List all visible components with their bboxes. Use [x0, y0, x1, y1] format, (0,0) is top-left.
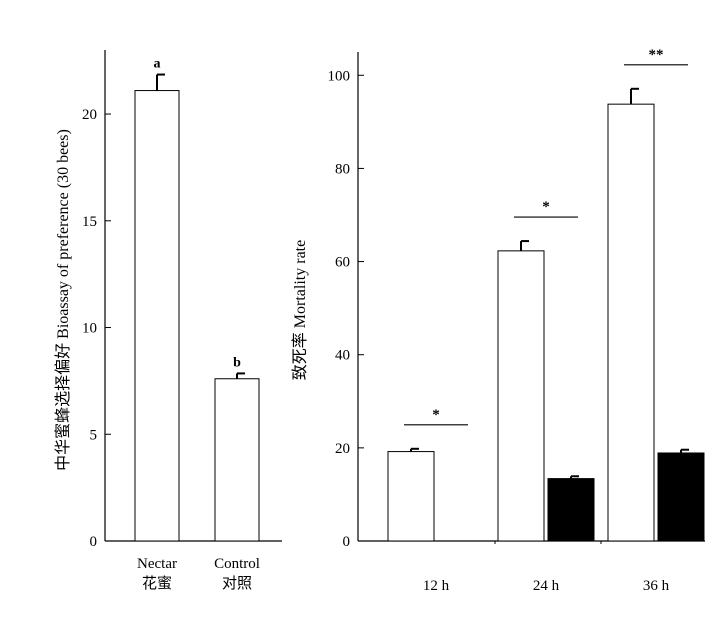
- significance-letter: b: [233, 355, 241, 370]
- y-tick-label: 15: [82, 214, 97, 230]
- y-tick-label: 20: [82, 107, 97, 123]
- bar: [657, 452, 705, 542]
- significance-marker: **: [649, 47, 664, 63]
- bar: [387, 451, 435, 542]
- category-label: 36 h: [643, 578, 670, 594]
- bar: [547, 478, 595, 542]
- y-tick-label: 20: [335, 441, 350, 457]
- y-tick-label: 60: [335, 255, 350, 271]
- significance-marker: *: [542, 199, 550, 215]
- bar: [497, 250, 545, 542]
- y-tick-label: 40: [335, 348, 350, 364]
- category-label: 24 h: [533, 578, 560, 594]
- y-tick-label: 10: [82, 321, 97, 337]
- y-tick-label: 80: [335, 161, 350, 177]
- y-axis-label: 致死率 Mortality rate: [291, 240, 309, 380]
- category-label: 12 h: [423, 578, 450, 594]
- category-label-cn: 对照: [222, 575, 252, 592]
- bar: [134, 90, 180, 542]
- category-label: Nectar: [137, 556, 177, 572]
- bar: [214, 378, 260, 542]
- preference-chart: 0 5 10 15 20 a Nectar 花蜜 b Control 对照 中华蜜蜂选择偏好 Bioa…: [53, 50, 282, 592]
- y-axis-label: 中华蜜蜂选择偏好 Bioassay of preference (30 bees…: [53, 129, 72, 471]
- category-label-cn: 花蜜: [142, 575, 172, 592]
- category-label: Control: [214, 556, 260, 572]
- bar: [607, 103, 655, 542]
- y-tick-label: 0: [343, 534, 351, 550]
- mortality-chart: 0 20 40 60 80 100 * 12 h * 24 h ** 36 h 致死率 Mortalit…: [291, 47, 705, 594]
- y-tick-label: 0: [90, 534, 98, 550]
- significance-letter: a: [154, 57, 161, 72]
- significance-marker: *: [432, 407, 440, 423]
- y-tick-label: 5: [90, 427, 98, 443]
- y-tick-label: 100: [328, 68, 351, 84]
